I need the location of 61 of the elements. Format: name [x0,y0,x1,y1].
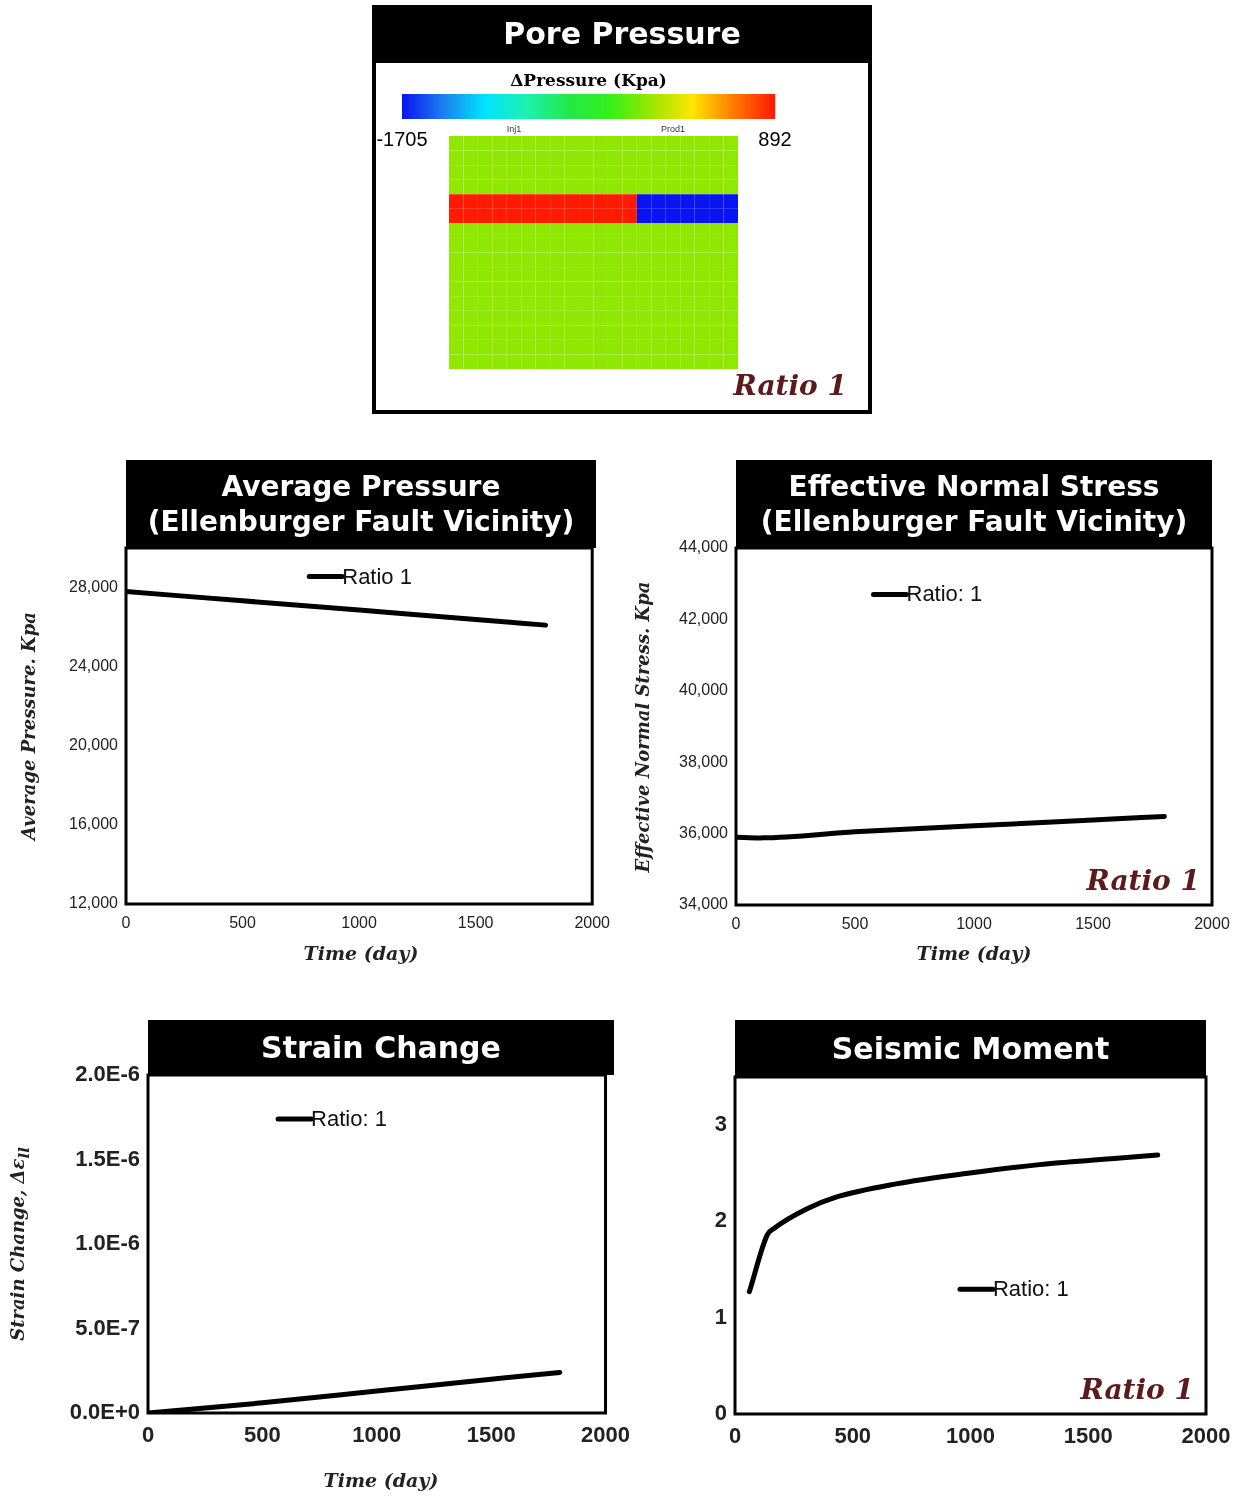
x-tick-label: 1500 [1075,915,1111,933]
y-tick-label: 24,000 [69,657,119,675]
legend-label: Ratio: 1 [992,1276,1069,1302]
x-axis-title: Time (day) [916,942,1032,964]
chart-title: Average Pressure [220,469,502,504]
y-tick-label: 0.0E+0 [69,1399,140,1425]
y-tick-label: 38,000 [679,752,729,770]
annotation: Ratio 1 [1085,864,1200,898]
x-tick-label: 2000 [581,1422,631,1448]
y-tick-label: 1.0E-6 [75,1230,140,1256]
y-tick-label: 1.5E-6 [75,1145,140,1171]
text: Ratio 1 [732,369,847,403]
x-tick-label: 500 [841,915,869,933]
legend-label: Ratio 1 [342,563,412,589]
x-tick-label: 1500 [466,1422,516,1448]
x-tick-label: 500 [834,1423,872,1449]
y-tick-label: 34,000 [679,895,729,913]
y-tick-label: 2 [714,1207,727,1233]
y-tick-label: 3 [714,1111,727,1137]
chart-title: Seismic Moment [830,1029,1111,1068]
y-tick-label: 42,000 [679,609,729,627]
chart-title: Strain Change [260,1028,502,1067]
chart-subtitle: (Ellenburger Fault Vicinity) [146,504,576,539]
y-axis-title: Effective Normal Stress. Kpa [631,580,653,873]
color-bar-title: ΔPressure (Kpa) [510,69,667,90]
y-tick-label: 0 [714,1400,727,1426]
legend-label: Ratio: 1 [906,581,983,607]
color-bar-label: 892 [758,127,792,150]
y-axis-title: Average Pressure. Kpa [17,612,39,840]
x-tick-label: 1000 [946,1423,995,1449]
x-tick-label: 2000 [1194,915,1230,933]
y-tick-label: 16,000 [69,815,119,833]
y-tick-label: 12,000 [69,894,119,912]
y-tick-label: 44,000 [679,538,729,556]
legend-label: Ratio: 1 [311,1106,387,1131]
y-tick-label: 36,000 [679,824,729,842]
chart-title: Pore Pressure [502,15,742,53]
x-tick-label: 2000 [574,914,611,932]
x-tick-label: 1000 [956,915,992,933]
chart-subtitle: (Ellenburger Fault Vicinity) [759,504,1189,539]
x-axis-title: Time (day) [323,1469,439,1491]
x-tick-label: 2000 [1181,1423,1231,1449]
y-tick-label: 2.0E-6 [75,1061,140,1087]
x-tick-label: 500 [229,914,256,932]
annotation: Ratio 1 [1079,1373,1194,1407]
x-tick-label: Inj1 [506,124,522,135]
x-tick-label: 1000 [341,914,377,932]
y-tick-label: 28,000 [69,577,119,595]
x-tick-label: 500 [244,1422,281,1448]
x-tick-label: 1500 [1063,1423,1113,1449]
y-tick-label: 20,000 [69,736,119,754]
x-tick-label: 1000 [352,1422,402,1448]
x-axis-title: Time (day) [303,942,419,964]
color-bar-label: -1705 [376,127,428,150]
y-tick-label: 5.0E-7 [75,1314,140,1340]
x-tick-label: Prod1 [660,124,685,135]
y-tick-label: 40,000 [679,681,729,699]
chart-title: Effective Normal Stress [787,469,1161,504]
x-tick-label: 0 [731,915,741,933]
y-tick-label: 1 [714,1303,727,1329]
x-tick-label: 1500 [457,914,494,932]
